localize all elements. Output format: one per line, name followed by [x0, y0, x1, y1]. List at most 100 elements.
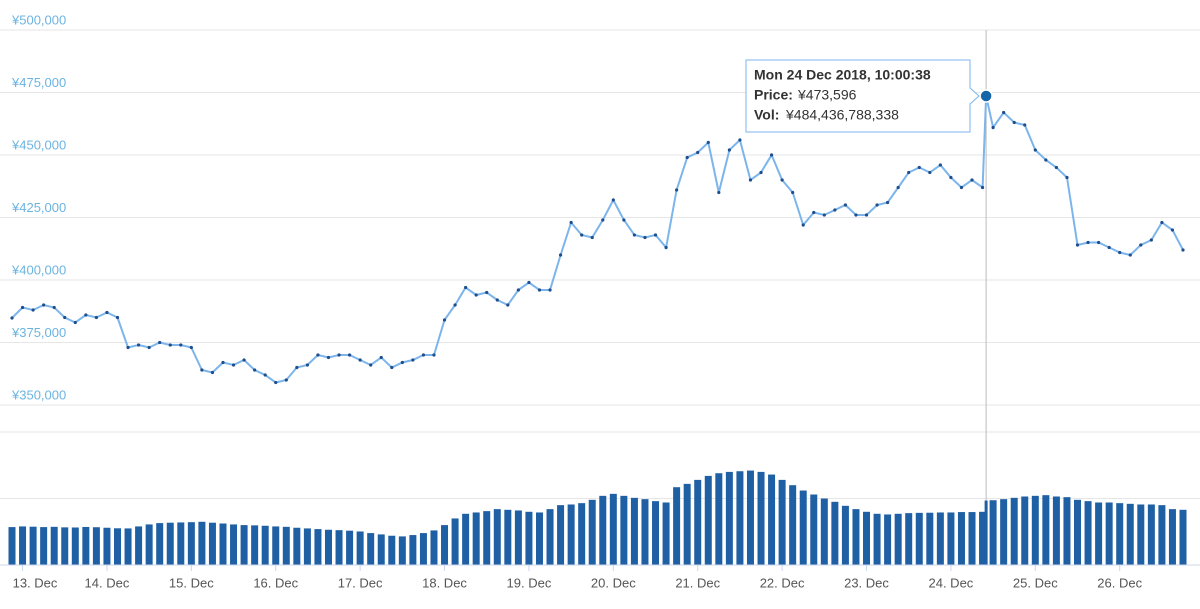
point: [780, 178, 784, 182]
point: [664, 245, 668, 250]
point: [73, 320, 77, 325]
point: [147, 345, 151, 350]
point: [115, 315, 120, 320]
point: [506, 303, 510, 307]
point: [537, 288, 542, 292]
bar: [504, 509, 512, 565]
bar: [61, 527, 69, 565]
tooltip: Mon 24 Dec 2018, 10:00:38 Price: ¥473,596 V…: [745, 59, 980, 133]
bar: [884, 514, 892, 565]
bar: [493, 509, 501, 565]
bar: [177, 522, 185, 565]
bar: [820, 498, 828, 565]
point: [580, 233, 584, 237]
bar: [483, 511, 491, 565]
bar: [92, 527, 100, 565]
point: [1086, 240, 1090, 245]
tooltip-vol: ¥484,436,788,338: [785, 107, 899, 123]
point: [210, 370, 215, 375]
point: [1054, 165, 1059, 170]
point: [991, 125, 995, 130]
point: [369, 363, 373, 367]
point: [105, 310, 109, 315]
bar: [314, 529, 322, 565]
x-tick-label: 14. Dec: [85, 575, 130, 590]
point: [432, 353, 436, 357]
point: [1097, 240, 1101, 245]
bar: [82, 526, 90, 565]
point: [717, 190, 721, 195]
tooltip-price-label: Price:: [754, 87, 793, 103]
bar: [704, 475, 712, 565]
point: [1128, 253, 1132, 257]
point: [801, 223, 805, 227]
point: [812, 210, 816, 215]
point: [917, 165, 921, 170]
point: [938, 163, 942, 167]
point: [558, 253, 563, 257]
point: [421, 353, 426, 357]
bar: [757, 471, 765, 565]
point: [896, 185, 900, 190]
bar: [778, 479, 786, 565]
bar: [208, 522, 216, 565]
point: [200, 368, 204, 372]
bar: [156, 523, 164, 565]
point: [168, 343, 172, 347]
bar: [1158, 505, 1166, 565]
point: [928, 170, 932, 175]
bar: [303, 528, 311, 565]
bar: [1147, 504, 1155, 565]
point: [833, 208, 837, 212]
point: [1033, 148, 1037, 152]
bar: [926, 512, 934, 565]
point: [94, 315, 98, 320]
bar: [768, 474, 776, 565]
bar: [514, 510, 522, 565]
bar: [1137, 504, 1145, 565]
bar: [398, 536, 406, 565]
bar: [356, 531, 364, 565]
x-tick-label: 23. Dec: [844, 575, 889, 590]
bar: [588, 499, 596, 565]
y-tick-label: ¥475,000: [11, 75, 66, 90]
x-tick-label: 17. Dec: [338, 575, 383, 590]
bar: [525, 511, 533, 565]
bar: [19, 526, 27, 565]
point: [347, 353, 352, 357]
point: [843, 203, 848, 207]
bar: [419, 533, 427, 565]
point: [390, 365, 394, 370]
bar: [609, 493, 617, 565]
point: [474, 293, 478, 297]
point: [706, 140, 710, 145]
point: [791, 190, 795, 195]
y-tick-label: ¥375,000: [11, 325, 66, 340]
bar: [1052, 496, 1060, 565]
point: [727, 148, 731, 152]
bar: [662, 502, 670, 565]
point: [516, 288, 520, 292]
point: [980, 185, 985, 190]
bar: [1084, 501, 1092, 565]
bar: [989, 500, 997, 565]
bar: [1031, 495, 1039, 565]
bar: [1126, 503, 1134, 565]
x-tick-label: 20. Dec: [591, 575, 636, 590]
bar: [979, 511, 987, 565]
point: [1023, 123, 1027, 127]
bar: [29, 526, 37, 565]
bar: [673, 487, 681, 565]
point: [622, 218, 626, 222]
x-tick-label: 21. Dec: [675, 575, 720, 590]
bar: [873, 513, 881, 565]
bar: [335, 530, 343, 565]
bar: [40, 527, 48, 565]
point: [400, 360, 404, 365]
bar: [103, 527, 111, 565]
point: [590, 235, 594, 240]
bar: [272, 526, 280, 565]
point: [158, 340, 162, 345]
point: [1170, 228, 1175, 232]
